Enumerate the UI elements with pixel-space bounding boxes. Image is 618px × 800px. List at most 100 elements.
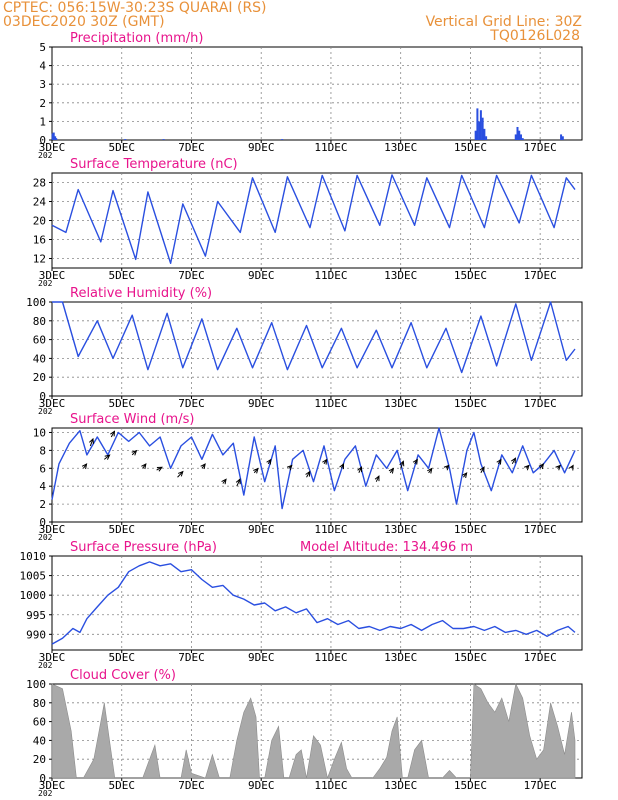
wind-vector-head xyxy=(555,464,562,471)
precip-bar xyxy=(521,138,524,140)
wind-vector-head xyxy=(357,466,363,473)
wind-vector-head xyxy=(104,454,111,460)
pressure-x-tick-label: 7DEC xyxy=(178,651,205,664)
pressure-x-tick-label: 17DEC xyxy=(524,651,557,664)
temp-y-tick-label: 12 xyxy=(33,253,46,266)
precip-title: Precipitation (mm/h) xyxy=(70,31,203,46)
precip-year-label: 202 xyxy=(38,151,53,160)
pressure-x-tick-label: 3DEC xyxy=(39,651,66,664)
cloud-y-tick-label: 100 xyxy=(26,678,46,691)
precip-y-tick-label: 5 xyxy=(39,41,46,54)
wind-x-tick-label: 9DEC xyxy=(248,523,275,536)
cloud-y-tick-label: 0 xyxy=(39,772,46,785)
pressure-y-tick-label: 1000 xyxy=(20,589,47,602)
rh-y-tick-label: 40 xyxy=(33,352,46,365)
wind-y-tick-label: 4 xyxy=(39,480,46,493)
pressure-y-tick-label: 995 xyxy=(26,609,46,622)
cloud-year-label: 202 xyxy=(38,789,53,798)
wind-vector xyxy=(89,438,94,447)
temp-x-tick-label: 17DEC xyxy=(524,269,557,282)
precip-bar xyxy=(516,126,519,140)
wind-vector xyxy=(177,471,184,478)
precip-bar xyxy=(54,136,57,140)
wind-vector-head xyxy=(412,458,418,465)
wind-vector-head xyxy=(388,467,395,474)
cloud-area xyxy=(51,683,576,780)
rh-panel: 3DEC 5DEC 7DEC 9DEC 11DEC 13DEC 15DEC 17DEC2020… xyxy=(26,286,583,416)
precip-frame xyxy=(51,46,583,141)
temp-line xyxy=(51,174,576,264)
temp-y-tick-label: 28 xyxy=(33,177,46,190)
wind-vector-head xyxy=(141,463,147,470)
wind-panel: 3DEC 5DEC 7DEC 9DEC 11DEC 13DEC 15DEC 17DEC2020… xyxy=(33,412,583,542)
wind-vector-head xyxy=(461,472,468,479)
temp-x-tick-label: 5DEC xyxy=(108,269,135,282)
wind-vector-head xyxy=(568,464,574,471)
pressure-y-tick-label: 1010 xyxy=(20,550,47,563)
wind-vector-head xyxy=(479,466,485,473)
rh-y-tick-label: 80 xyxy=(33,315,46,328)
wind-vector-head xyxy=(266,458,272,465)
cloud-x-tick-label: 17DEC xyxy=(524,779,557,792)
wind-x-tick-label: 17DEC xyxy=(524,523,557,536)
wind-vector-head xyxy=(322,458,328,465)
temp-x-tick-label: 7DEC xyxy=(178,269,205,282)
run-date-header: 03DEC2020 30Z (GMT) xyxy=(3,14,165,30)
precip-x-tick-label: 11DEC xyxy=(314,141,347,154)
wind-vector-head xyxy=(538,463,545,470)
temp-y-tick-label: 20 xyxy=(33,215,46,228)
rh-y-tick-label: 100 xyxy=(26,296,46,309)
precip-bar xyxy=(479,110,482,140)
wind-vector-head xyxy=(399,460,405,467)
wind-y-tick-label: 10 xyxy=(33,426,46,439)
wind-vector-head xyxy=(110,430,116,437)
precip-bar xyxy=(281,139,284,140)
rh-x-tick-label: 5DEC xyxy=(108,397,135,410)
rh-x-tick-label: 7DEC xyxy=(178,397,205,410)
wind-y-tick-label: 2 xyxy=(39,498,46,511)
wind-x-tick-label: 7DEC xyxy=(178,523,205,536)
wind-vector-head xyxy=(374,475,380,482)
wind-vector-head xyxy=(253,467,259,474)
wind-vector-head xyxy=(524,464,530,471)
cloud-panel: 3DEC 5DEC 7DEC 9DEC 11DEC 13DEC 15DEC 17DEC2020… xyxy=(26,668,583,798)
precip-bar xyxy=(518,130,521,140)
wind-vector-head xyxy=(177,470,184,477)
precip-bar xyxy=(124,139,127,140)
pressure-y-tick-label: 990 xyxy=(26,628,46,641)
wind-line xyxy=(51,427,576,510)
wind-x-tick-label: 3DEC xyxy=(39,523,66,536)
temp-x-tick-label: 9DEC xyxy=(248,269,275,282)
temp-x-tick-label: 3DEC xyxy=(39,269,66,282)
precip-x-tick-label: 17DEC xyxy=(524,141,557,154)
precip-bar xyxy=(485,136,488,140)
wind-year-label: 202 xyxy=(38,533,53,542)
station-header: CPTEC: 056:15W-30:23S QUARAI (RS) xyxy=(3,0,267,16)
wind-vector-head xyxy=(286,464,293,471)
precip-x-tick-label: 15DEC xyxy=(454,141,487,154)
rh-frame xyxy=(51,301,583,397)
precip-bar xyxy=(52,132,55,140)
precip-bar xyxy=(561,136,564,140)
precip-y-tick-label: 1 xyxy=(39,115,46,128)
wind-x-tick-label: 5DEC xyxy=(108,523,135,536)
precip-bar xyxy=(474,130,477,140)
wind-vector-head xyxy=(200,463,206,470)
cloud-x-tick-label: 5DEC xyxy=(108,779,135,792)
precip-bar xyxy=(476,108,479,140)
cloud-title: Cloud Cover (%) xyxy=(70,668,176,683)
wind-title: Surface Wind (m/s) xyxy=(70,412,194,427)
pressure-line xyxy=(51,561,576,645)
temp-title: Surface Temperature (nC) xyxy=(70,157,238,172)
cloud-x-tick-label: 9DEC xyxy=(248,779,275,792)
precip-bar xyxy=(483,128,486,140)
rh-x-tick-label: 13DEC xyxy=(384,397,417,410)
cloud-y-tick-label: 60 xyxy=(33,716,46,729)
rh-x-tick-label: 17DEC xyxy=(524,397,557,410)
cloud-x-tick-label: 13DEC xyxy=(384,779,417,792)
cloud-y-tick-label: 80 xyxy=(33,697,46,710)
precip-x-tick-label: 9DEC xyxy=(248,141,275,154)
wind-x-tick-label: 15DEC xyxy=(454,523,487,536)
pressure-note: Model Altitude: 134.496 m xyxy=(300,540,473,555)
pressure-panel: 3DEC 5DEC 7DEC 9DEC 11DEC 13DEC 15DEC 17DEC 202 9… xyxy=(20,540,583,670)
